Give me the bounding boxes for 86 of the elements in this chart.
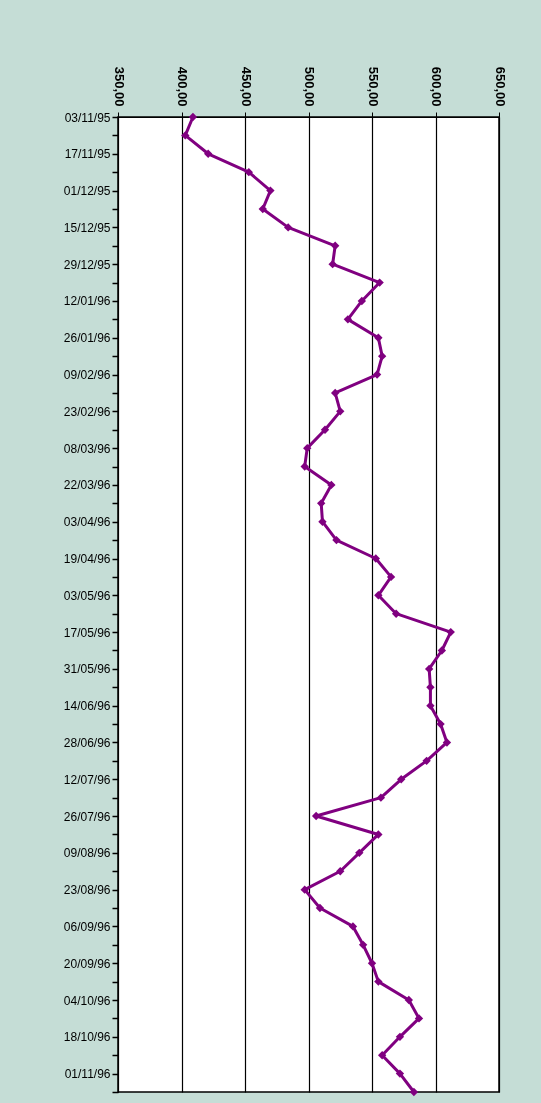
x-tick-label: 650,00 [492, 66, 508, 107]
point [258, 204, 267, 214]
y-tick-label: 06/09/96 [63, 919, 111, 934]
y-tick-label: 08/03/96 [63, 441, 111, 456]
point [391, 609, 401, 618]
point [318, 517, 327, 526]
point [422, 756, 431, 766]
point [371, 554, 380, 563]
x-tick-label: 400,00 [175, 66, 190, 107]
point [437, 646, 447, 655]
point [336, 407, 345, 416]
point [409, 1087, 419, 1097]
point [377, 351, 387, 361]
point [414, 1014, 424, 1023]
y-tick-label: 03/11/95 [64, 110, 111, 125]
point [397, 775, 406, 784]
point [372, 370, 382, 379]
y-tick-label: 19/04/96 [63, 552, 111, 567]
point [377, 1051, 387, 1060]
point [386, 572, 396, 582]
x-tick-label: 350,00 [111, 66, 127, 107]
y-tick-label: 29/12/95 [63, 257, 111, 272]
point [327, 480, 336, 490]
point [330, 388, 340, 398]
point [436, 719, 445, 729]
y-tick-label: 22/03/96 [63, 478, 111, 493]
y-tick-label: 12/01/96 [63, 294, 111, 309]
y-tick-label: 31/05/96 [63, 662, 111, 677]
y-tick-label: 14/06/96 [63, 699, 111, 714]
y-tick-label: 23/08/96 [63, 883, 111, 898]
point [395, 1032, 405, 1041]
point [367, 959, 377, 968]
point [320, 425, 330, 434]
point [442, 738, 452, 747]
y-tick-label: 04/10/96 [63, 993, 111, 1008]
y-tick-label: 26/07/96 [63, 809, 111, 824]
point [284, 223, 293, 232]
x-tick-label: 500,00 [302, 66, 317, 107]
point [244, 168, 253, 177]
y-tick-label: 03/04/96 [63, 515, 111, 530]
point [315, 903, 325, 913]
point [336, 867, 345, 876]
x-tick-label: 550,00 [365, 66, 381, 107]
y-tick-label: 18/10/96 [63, 1030, 111, 1045]
point [355, 848, 364, 858]
point [358, 940, 368, 950]
point [332, 535, 341, 545]
point [374, 591, 383, 600]
point [330, 241, 340, 250]
x-tick-label: 450,00 [238, 66, 254, 107]
y-tick-label: 15/12/95 [63, 220, 111, 235]
y-tick-label: 20/09/96 [63, 956, 111, 971]
y-tick-label: 09/08/96 [63, 846, 111, 861]
y-tick-label: 26/01/96 [63, 331, 111, 346]
y-tick-label: 03/05/96 [63, 588, 111, 603]
y-tick-label: 17/11/95 [64, 147, 111, 162]
point [300, 885, 309, 894]
y-tick-label: 09/02/96 [63, 368, 111, 383]
point [328, 259, 337, 269]
y-tick-label: 01/11/96 [64, 1067, 111, 1082]
point [300, 462, 309, 471]
point [376, 793, 386, 802]
point [266, 186, 275, 195]
point [348, 922, 358, 931]
point [357, 296, 367, 306]
point [375, 278, 384, 287]
y-tick-label: 17/05/96 [63, 625, 111, 640]
point [317, 499, 326, 508]
point [374, 830, 383, 839]
point [203, 149, 213, 158]
y-tick-label: 01/12/95 [63, 184, 111, 199]
point [426, 701, 435, 710]
point [343, 315, 353, 324]
point [188, 112, 198, 122]
point [303, 443, 312, 453]
point [426, 683, 435, 692]
point [374, 333, 383, 342]
x-tick-label: 600,00 [429, 66, 444, 107]
point [404, 995, 414, 1005]
point [446, 627, 455, 637]
point [181, 131, 190, 140]
y-tick-label: 12/07/96 [63, 772, 111, 787]
y-tick-label: 23/02/96 [63, 404, 111, 419]
point [395, 1069, 405, 1078]
y-tick-label: 28/06/96 [63, 735, 111, 750]
point [374, 977, 383, 986]
